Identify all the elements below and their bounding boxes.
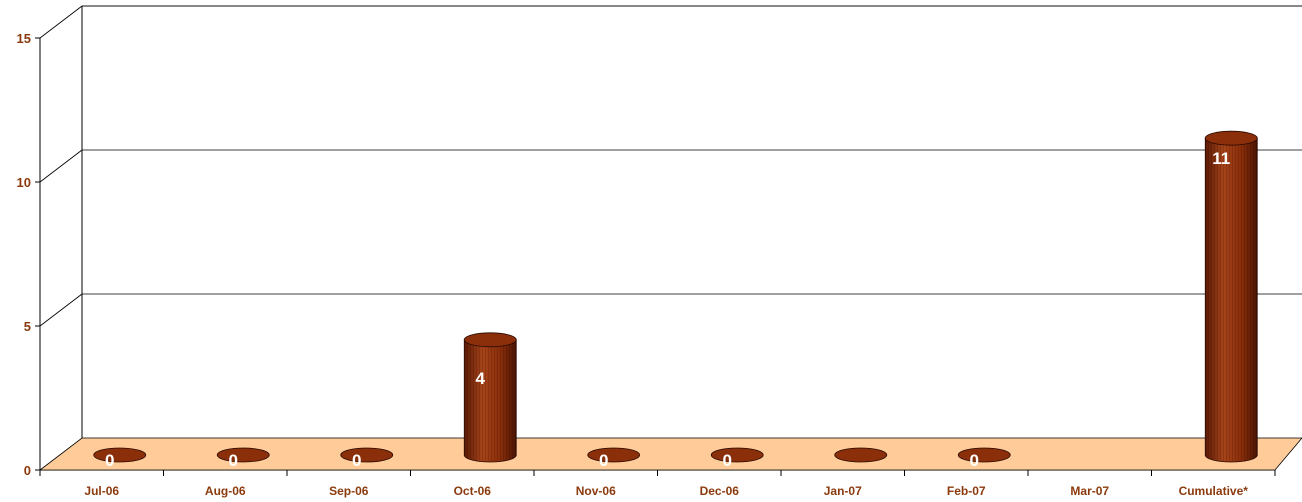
category-label: Nov-06 <box>576 484 616 498</box>
gridline-side <box>39 5 83 39</box>
bar-disc <box>587 447 641 463</box>
category-label: Sep-06 <box>329 484 369 498</box>
bar-cylinder-body <box>463 339 517 463</box>
data-label: 0 <box>599 451 608 470</box>
data-labels: 0 0 0 4 0 0 0 11 <box>105 149 1230 470</box>
bar-disc <box>340 447 394 463</box>
category-label: Mar-07 <box>1070 484 1109 498</box>
data-label: 0 <box>970 451 979 470</box>
y-tick-label: 5 <box>24 319 31 334</box>
category-label: Oct-06 <box>454 484 492 498</box>
bar-disc <box>93 447 147 463</box>
bar-top <box>1204 130 1258 146</box>
x-category-labels: Jul-06 Aug-06 Sep-06 Oct-06 Nov-06 Dec-06 Jan-… <box>84 484 1248 498</box>
bar-top <box>463 332 517 348</box>
category-label: Aug-06 <box>205 484 246 498</box>
category-label: Jul-06 <box>84 484 119 498</box>
data-label: 0 <box>229 451 238 470</box>
y-tick-label: 15 <box>17 31 31 46</box>
gridline-side <box>39 293 83 327</box>
category-label: Feb-07 <box>947 484 986 498</box>
bar-disc <box>710 447 764 463</box>
category-label: Cumulative* <box>1179 484 1249 498</box>
data-label: 11 <box>1212 149 1230 168</box>
data-label: 0 <box>352 451 361 470</box>
y-tick-labels: 0 5 10 15 <box>17 31 31 478</box>
chart-walls <box>39 6 83 470</box>
category-label: Jan-07 <box>824 484 862 498</box>
data-label: 0 <box>723 451 732 470</box>
bars <box>93 130 1258 463</box>
data-label: 4 <box>476 369 486 388</box>
y-tick-label: 10 <box>17 175 31 190</box>
axes <box>35 37 1276 476</box>
category-label: Dec-06 <box>700 484 740 498</box>
gridline-side <box>39 149 83 183</box>
data-label: 0 <box>105 451 114 470</box>
bar-disc <box>216 447 270 463</box>
bar-disc <box>957 447 1011 463</box>
y-tick-label: 0 <box>24 463 31 478</box>
bar-cylinder-body <box>1204 137 1258 463</box>
bar-disc <box>834 447 888 463</box>
gridlines <box>39 5 1302 327</box>
